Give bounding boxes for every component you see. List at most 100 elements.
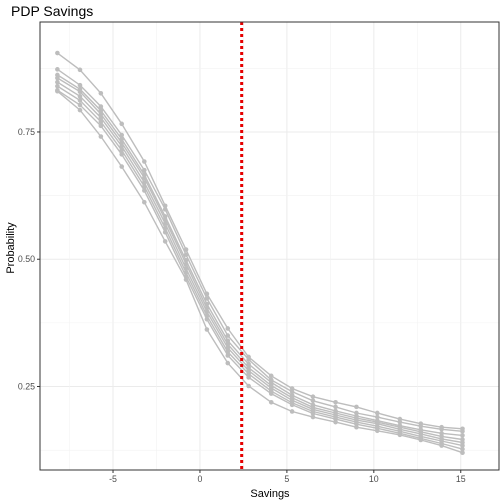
data-point (77, 94, 83, 99)
data-point (119, 147, 125, 153)
data-point (142, 184, 147, 189)
data-point (397, 432, 403, 438)
data-point (183, 247, 189, 252)
data-point (439, 426, 444, 432)
x-axis-title: Savings (250, 488, 290, 500)
data-point (98, 119, 104, 125)
data-point (397, 419, 403, 425)
data-point (98, 115, 104, 121)
data-point (77, 98, 83, 103)
series-line (57, 77, 463, 441)
data-point (77, 102, 83, 108)
data-point (204, 313, 210, 319)
data-point (162, 225, 168, 231)
data-point (333, 399, 338, 405)
data-point (268, 399, 274, 405)
data-point (98, 111, 104, 117)
data-point (142, 188, 147, 193)
data-point (246, 361, 251, 367)
data-point (289, 389, 295, 394)
series-line (56, 68, 463, 432)
data-point (183, 266, 189, 271)
data-point (225, 345, 231, 351)
series-line (56, 90, 463, 454)
data-point (119, 143, 125, 149)
data-point (55, 79, 60, 85)
x-tick-label: 15 (456, 474, 466, 484)
data-point (418, 437, 424, 443)
data-point (98, 90, 104, 96)
data-point (77, 82, 83, 88)
data-point (162, 217, 168, 222)
data-point (204, 327, 210, 332)
data-point (289, 402, 295, 408)
data-point (119, 152, 125, 157)
data-point (246, 375, 251, 380)
data-point (310, 398, 316, 404)
data-point (333, 404, 338, 410)
data-point (142, 199, 147, 205)
data-point (460, 443, 465, 448)
x-axis-ticks: -5 0 5 10 15 (109, 470, 466, 484)
data-point (55, 88, 60, 94)
y-axis-ticks: 0.25 0.50 0.75 (18, 127, 40, 392)
data-point (460, 433, 465, 438)
data-point (268, 373, 274, 379)
data-point (225, 333, 231, 338)
data-point (77, 89, 83, 95)
data-point (374, 410, 380, 416)
data-point (162, 207, 168, 212)
data-point (183, 277, 189, 282)
data-point (204, 296, 210, 301)
data-point (119, 121, 125, 127)
data-point (204, 309, 210, 314)
data-point (119, 164, 125, 169)
data-point (77, 67, 83, 73)
data-point (460, 450, 465, 455)
data-point (225, 360, 231, 366)
data-point (225, 349, 231, 355)
data-point (310, 414, 316, 420)
chart-title: PDP Savings (11, 3, 93, 19)
data-point (119, 140, 125, 145)
data-point (98, 104, 104, 109)
series-lines (56, 52, 463, 454)
x-tick-label: 5 (284, 474, 289, 484)
data-point (183, 252, 189, 257)
data-point (439, 443, 444, 448)
data-point (142, 175, 147, 181)
series-line (57, 74, 463, 437)
data-point (354, 404, 359, 410)
data-point (204, 317, 210, 322)
data-point (354, 424, 359, 430)
data-point (142, 180, 147, 185)
x-tick-label: 10 (369, 474, 379, 484)
data-point (98, 123, 104, 129)
x-tick-label: 0 (198, 474, 203, 484)
data-point (162, 221, 168, 226)
y-tick-label: 0.25 (18, 382, 35, 392)
data-point (204, 305, 210, 311)
data-point (268, 391, 274, 396)
grid-minor (40, 22, 499, 470)
series-line (57, 89, 463, 450)
data-point (225, 338, 231, 343)
data-point (374, 428, 380, 434)
data-point (204, 291, 210, 297)
data-point (55, 75, 60, 81)
data-point (55, 67, 60, 72)
data-point (225, 353, 231, 358)
data-point (246, 383, 251, 389)
data-point (460, 429, 465, 434)
x-tick-label: -5 (109, 474, 117, 484)
data-point (162, 229, 168, 235)
data-point (162, 203, 168, 209)
data-point (374, 414, 380, 420)
data-point (289, 409, 295, 414)
data-point (77, 107, 83, 113)
data-point (55, 83, 60, 89)
series-line (57, 81, 463, 444)
series-line (56, 52, 463, 430)
data-point (142, 167, 147, 173)
